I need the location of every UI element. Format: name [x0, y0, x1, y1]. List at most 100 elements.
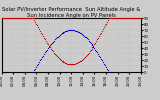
Point	[49, 45, 51, 46]
Point	[124, 17, 127, 19]
Point	[85, 54, 88, 56]
Point	[96, 39, 99, 40]
Point	[66, 30, 69, 31]
Point	[38, 28, 41, 30]
Point	[140, 17, 142, 19]
Point	[45, 40, 47, 42]
Point	[134, 17, 136, 19]
Point	[71, 63, 73, 65]
Point	[44, 39, 46, 40]
Point	[127, 17, 129, 19]
Title: Solar PV/Inverter Performance  Sun Altitude Angle & Sun Incidence Angle on PV Pa: Solar PV/Inverter Performance Sun Altitu…	[2, 7, 140, 18]
Point	[59, 33, 62, 35]
Point	[57, 35, 60, 36]
Point	[80, 33, 82, 34]
Point	[42, 35, 44, 37]
Point	[53, 39, 56, 40]
Point	[9, 17, 12, 19]
Point	[99, 56, 101, 58]
Point	[24, 17, 27, 19]
Point	[112, 17, 114, 19]
Point	[54, 38, 57, 39]
Point	[26, 17, 29, 19]
Point	[89, 42, 92, 44]
Point	[123, 17, 126, 19]
Point	[104, 64, 106, 66]
Point	[103, 63, 105, 64]
Point	[89, 49, 92, 51]
Point	[114, 17, 117, 19]
Point	[133, 17, 135, 19]
Point	[65, 62, 68, 64]
Point	[108, 17, 110, 19]
Point	[0, 17, 3, 19]
Point	[29, 17, 32, 19]
Point	[46, 42, 48, 44]
Point	[78, 31, 80, 33]
Point	[83, 57, 85, 59]
Point	[99, 34, 101, 35]
Point	[45, 50, 47, 52]
Point	[90, 48, 93, 49]
Point	[128, 17, 131, 19]
Point	[52, 50, 54, 52]
Point	[126, 17, 128, 19]
Point	[98, 35, 100, 37]
Point	[74, 30, 76, 31]
Point	[62, 31, 65, 33]
Point	[68, 29, 71, 31]
Point	[91, 46, 94, 48]
Point	[49, 46, 51, 48]
Point	[6, 17, 9, 19]
Point	[112, 17, 115, 19]
Point	[107, 70, 109, 71]
Point	[69, 29, 72, 31]
Point	[93, 47, 96, 49]
Point	[58, 58, 61, 60]
Point	[84, 56, 86, 58]
Point	[85, 38, 88, 39]
Point	[74, 63, 76, 64]
Point	[36, 64, 39, 66]
Point	[110, 17, 112, 19]
Point	[35, 66, 38, 68]
Point	[67, 63, 70, 65]
Point	[24, 17, 26, 19]
Point	[47, 47, 49, 49]
Point	[94, 49, 97, 50]
Point	[61, 60, 64, 62]
Point	[139, 17, 141, 19]
Point	[48, 46, 50, 48]
Point	[66, 63, 69, 64]
Point	[115, 17, 118, 19]
Point	[12, 17, 15, 19]
Point	[14, 17, 16, 19]
Point	[82, 58, 84, 60]
Point	[80, 59, 83, 60]
Point	[28, 17, 31, 19]
Point	[42, 55, 44, 56]
Point	[50, 48, 52, 49]
Point	[64, 62, 67, 64]
Point	[72, 29, 74, 31]
Point	[40, 32, 43, 33]
Point	[43, 37, 45, 39]
Point	[8, 17, 11, 19]
Point	[104, 25, 106, 26]
Point	[100, 58, 102, 60]
Point	[55, 55, 58, 57]
Point	[80, 60, 82, 61]
Point	[25, 17, 28, 19]
Point	[111, 17, 113, 19]
Point	[38, 61, 41, 63]
Point	[7, 17, 10, 19]
Point	[94, 42, 97, 44]
Point	[76, 30, 78, 32]
Point	[132, 17, 134, 19]
Point	[71, 29, 73, 31]
Point	[35, 23, 38, 24]
Point	[75, 30, 77, 32]
Point	[22, 17, 24, 19]
Point	[64, 30, 67, 32]
Point	[5, 17, 8, 19]
